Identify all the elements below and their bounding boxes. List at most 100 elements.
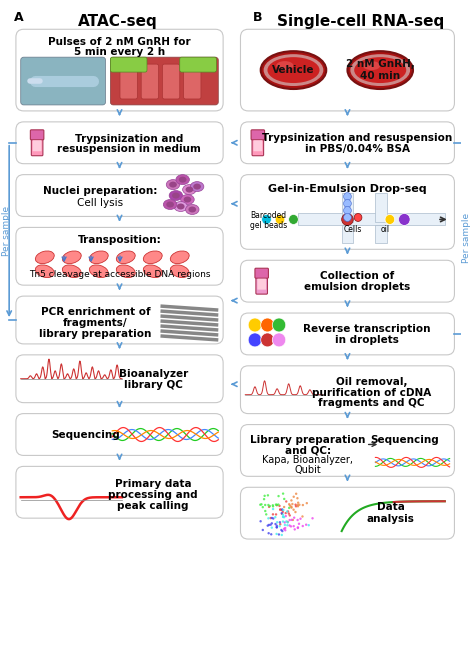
Point xyxy=(287,521,295,531)
Point xyxy=(296,500,303,510)
Text: resuspension in medium: resuspension in medium xyxy=(57,144,201,154)
Point xyxy=(279,510,287,520)
Circle shape xyxy=(272,318,286,332)
Point xyxy=(276,501,283,511)
Point xyxy=(276,504,284,515)
Ellipse shape xyxy=(189,206,196,212)
Text: processing and: processing and xyxy=(109,490,198,501)
Point xyxy=(273,522,281,532)
Point xyxy=(281,494,288,504)
FancyBboxPatch shape xyxy=(180,57,216,72)
Ellipse shape xyxy=(179,177,186,183)
Ellipse shape xyxy=(176,175,190,184)
Text: Transposition:: Transposition: xyxy=(78,235,161,245)
Circle shape xyxy=(385,215,395,224)
Ellipse shape xyxy=(172,193,180,199)
Point xyxy=(280,511,287,522)
Text: fragments/: fragments/ xyxy=(63,318,128,328)
Point xyxy=(273,517,281,528)
Circle shape xyxy=(344,206,351,215)
Point xyxy=(305,520,312,530)
Point xyxy=(261,491,268,501)
Point xyxy=(272,519,279,529)
Point xyxy=(268,522,275,533)
Point xyxy=(299,511,306,522)
Point xyxy=(260,494,268,504)
Text: peak calling: peak calling xyxy=(118,501,189,511)
Point xyxy=(265,502,273,512)
FancyBboxPatch shape xyxy=(256,274,267,294)
Point xyxy=(276,519,284,530)
FancyBboxPatch shape xyxy=(342,193,353,223)
Ellipse shape xyxy=(174,201,187,212)
Point xyxy=(282,523,289,533)
Text: library QC: library QC xyxy=(124,380,182,390)
Point xyxy=(257,516,264,526)
FancyBboxPatch shape xyxy=(240,487,455,539)
Point xyxy=(297,513,304,524)
Point xyxy=(280,524,288,534)
Point xyxy=(286,521,293,531)
Point xyxy=(273,500,281,510)
Point xyxy=(309,513,316,524)
Point xyxy=(282,508,290,518)
Text: Per sample: Per sample xyxy=(462,213,471,263)
FancyBboxPatch shape xyxy=(16,29,223,111)
Point xyxy=(276,521,283,531)
FancyBboxPatch shape xyxy=(16,175,223,217)
Ellipse shape xyxy=(183,197,191,203)
Point xyxy=(281,520,289,530)
Ellipse shape xyxy=(170,265,189,277)
Text: emulsion droplets: emulsion droplets xyxy=(304,282,410,292)
FancyBboxPatch shape xyxy=(240,261,455,302)
Text: Library preparation: Library preparation xyxy=(250,435,365,444)
FancyBboxPatch shape xyxy=(16,466,223,518)
FancyBboxPatch shape xyxy=(240,122,455,164)
Circle shape xyxy=(275,215,285,224)
Point xyxy=(272,499,280,510)
FancyBboxPatch shape xyxy=(240,424,455,477)
Point xyxy=(264,500,272,510)
Point xyxy=(299,500,307,510)
Point xyxy=(283,520,291,530)
Text: in droplets: in droplets xyxy=(335,335,399,345)
Ellipse shape xyxy=(164,199,177,210)
Point xyxy=(265,528,273,539)
Ellipse shape xyxy=(191,182,204,192)
Ellipse shape xyxy=(354,57,406,83)
Text: oil: oil xyxy=(381,225,390,234)
Ellipse shape xyxy=(36,251,54,264)
FancyBboxPatch shape xyxy=(240,366,455,413)
Point xyxy=(288,515,295,525)
FancyBboxPatch shape xyxy=(110,57,147,72)
Point xyxy=(269,500,277,510)
Point xyxy=(268,513,276,523)
Point xyxy=(284,517,292,527)
Text: Data
analysis: Data analysis xyxy=(367,502,415,524)
Ellipse shape xyxy=(177,204,184,210)
Circle shape xyxy=(289,215,298,224)
Ellipse shape xyxy=(166,201,174,208)
Point xyxy=(278,505,286,515)
FancyBboxPatch shape xyxy=(342,225,353,243)
FancyBboxPatch shape xyxy=(375,193,387,223)
Point xyxy=(278,530,285,540)
Point xyxy=(302,519,310,530)
Point xyxy=(275,530,283,540)
Point xyxy=(278,504,286,515)
Point xyxy=(281,517,289,528)
Point xyxy=(283,516,290,526)
Point xyxy=(294,500,301,510)
Point xyxy=(279,511,287,522)
Text: Trypsinization and resuspension: Trypsinization and resuspension xyxy=(262,133,452,143)
Ellipse shape xyxy=(181,195,194,204)
Circle shape xyxy=(342,213,353,225)
Text: Oil removal,: Oil removal, xyxy=(336,377,407,387)
Circle shape xyxy=(248,318,262,332)
Ellipse shape xyxy=(347,51,413,89)
Text: fragments and QC: fragments and QC xyxy=(319,398,425,408)
FancyBboxPatch shape xyxy=(16,122,223,164)
Point xyxy=(282,511,290,521)
Ellipse shape xyxy=(170,251,189,264)
Point xyxy=(262,506,269,516)
